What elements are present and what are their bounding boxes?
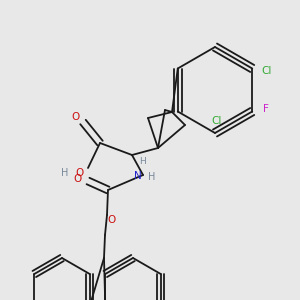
Text: O: O: [72, 112, 80, 122]
Text: O: O: [75, 168, 83, 178]
Text: O: O: [107, 215, 115, 225]
Text: H: H: [139, 157, 145, 166]
Text: F: F: [263, 103, 269, 113]
Text: Cl: Cl: [261, 67, 272, 76]
Text: Cl: Cl: [212, 116, 222, 126]
Text: N: N: [134, 171, 142, 181]
Text: O: O: [74, 174, 82, 184]
Text: H: H: [148, 172, 156, 182]
Text: H: H: [61, 168, 69, 178]
